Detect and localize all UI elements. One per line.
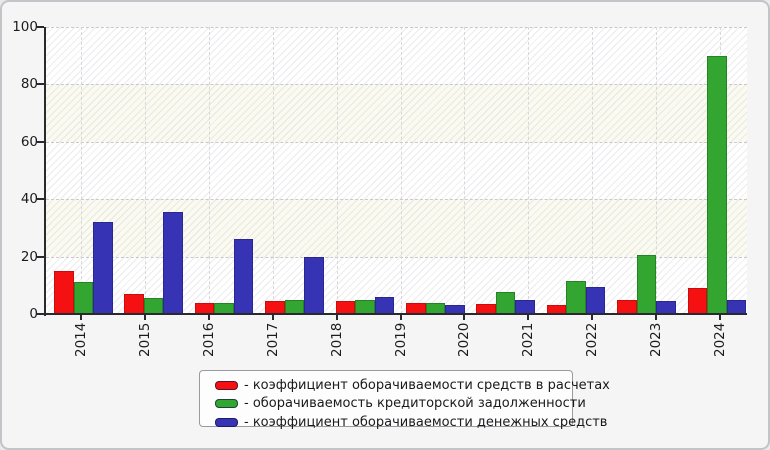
- bar-green: [284, 299, 305, 314]
- bar-blue: [93, 222, 113, 314]
- bar-blue: [374, 296, 395, 314]
- plot-band: [46, 141, 747, 200]
- y-tick-mark: [37, 83, 44, 86]
- bar-blue: [233, 239, 254, 314]
- x-tick-mark: [719, 315, 721, 320]
- x-tick-mark: [527, 315, 530, 320]
- bar-red: [687, 288, 708, 314]
- y-tick-mark: [37, 255, 44, 258]
- v-gridline: [272, 27, 274, 314]
- y-tick-mark: [37, 313, 44, 315]
- y-tick-mark: [37, 198, 44, 201]
- legend-label: - оборачиваемость кредиторской задолженн…: [244, 396, 586, 412]
- x-tick-label: 2016: [200, 322, 217, 357]
- v-gridline: [528, 27, 530, 314]
- legend-item-receivables-turnover: - коэффициент оборачиваемости средств в …: [215, 376, 610, 395]
- y-tick-label: 100: [12, 19, 38, 35]
- x-tick-label: 2021: [520, 322, 537, 357]
- legend-box: - коэффициент оборачиваемости средств в …: [199, 370, 610, 430]
- bar-green: [73, 282, 93, 314]
- legend-item-payables-turnover: - оборачиваемость кредиторской задолженн…: [215, 395, 586, 414]
- x-tick-mark: [655, 315, 658, 320]
- bar-blue: [304, 256, 324, 314]
- legend-label: - коэффициент оборачиваемости средств в …: [244, 377, 610, 393]
- bar-red: [617, 299, 637, 314]
- x-tick-mark: [399, 315, 402, 320]
- h-gridline: [46, 199, 747, 201]
- x-tick-label: 2022: [584, 322, 601, 357]
- x-tick-mark: [207, 315, 210, 320]
- x-tick-mark: [335, 315, 338, 320]
- v-gridline: [592, 27, 594, 314]
- v-gridline: [144, 27, 146, 314]
- bar-green: [636, 255, 657, 314]
- y-tick-label: 60: [20, 133, 38, 150]
- bar-green: [355, 299, 375, 314]
- v-gridline: [656, 27, 658, 314]
- x-tick-label: 2023: [648, 322, 665, 357]
- blue-series-swatch-icon: [215, 417, 238, 427]
- v-gridline: [81, 27, 82, 314]
- h-gridline: [46, 27, 747, 28]
- bar-green: [143, 298, 164, 314]
- x-tick-label: 2024: [712, 322, 728, 357]
- x-tick-label: 2017: [264, 322, 281, 357]
- y-axis-line: [44, 27, 46, 316]
- bar-blue: [163, 212, 183, 314]
- bar-blue: [585, 286, 606, 314]
- legend-label: - коэффициент оборачиваемости денежных с…: [244, 414, 608, 430]
- bar-blue: [726, 299, 747, 314]
- x-tick-mark: [591, 315, 594, 320]
- green-series-swatch-icon: [215, 399, 238, 409]
- v-gridline: [208, 27, 210, 314]
- plot-band: [46, 256, 747, 314]
- y-tick-mark: [37, 26, 44, 28]
- plot-band: [46, 27, 747, 85]
- h-gridline: [46, 141, 747, 143]
- x-tick-label: 2019: [392, 322, 409, 357]
- red-series-swatch-icon: [215, 380, 238, 390]
- x-tick-mark: [143, 315, 146, 320]
- bar-blue: [515, 299, 535, 314]
- h-gridline: [46, 84, 747, 86]
- x-axis-line: [44, 313, 747, 315]
- x-tick-mark: [463, 315, 466, 320]
- v-gridline: [464, 27, 466, 314]
- x-tick-label: 2015: [136, 322, 153, 357]
- legend-item-cash-turnover: - коэффициент оборачиваемости денежных с…: [215, 413, 607, 432]
- y-tick-label: 20: [20, 248, 38, 265]
- bar-red: [124, 293, 144, 314]
- x-tick-mark: [80, 315, 82, 320]
- v-gridline: [336, 27, 338, 314]
- plot-band: [46, 199, 747, 257]
- h-gridline: [46, 256, 747, 258]
- plot-band: [46, 84, 747, 142]
- v-gridline: [400, 27, 402, 314]
- y-tick-mark: [37, 140, 44, 143]
- plot-area: [46, 27, 747, 314]
- x-tick-label: 2018: [328, 322, 345, 357]
- y-tick-label: 0: [29, 306, 38, 322]
- v-gridline: [720, 27, 721, 314]
- x-tick-label: 2014: [73, 322, 89, 357]
- x-tick-mark: [271, 315, 274, 320]
- bar-green: [495, 292, 516, 314]
- bar-red: [54, 270, 74, 314]
- bar-green: [566, 280, 586, 314]
- y-tick-label: 40: [20, 191, 38, 208]
- bar-green: [707, 55, 727, 314]
- y-tick-label: 80: [20, 76, 38, 93]
- x-tick-label: 2020: [456, 322, 473, 357]
